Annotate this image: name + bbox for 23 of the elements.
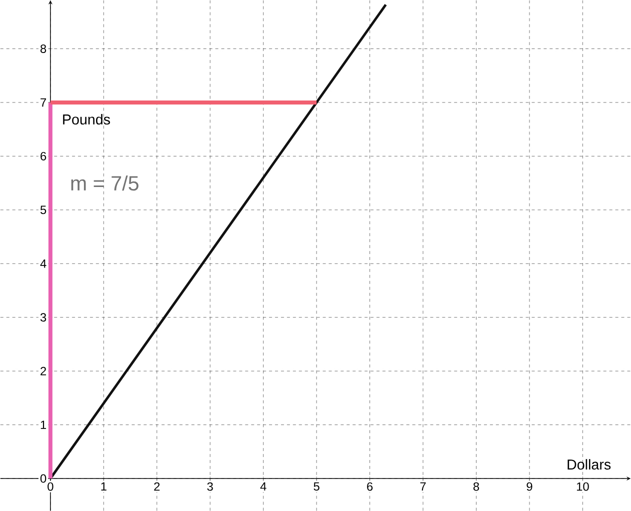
x-tick-label: 5 [314,482,320,491]
x-tick-label: 6 [367,482,373,491]
x-tick-label: 2 [154,482,160,491]
x-tick-label: 1 [101,482,106,490]
y-tick-label: 2 [40,366,46,376]
y-tick-label: 8 [40,44,46,53]
x-tick-label: 8 [473,482,480,491]
x-tick-label: 0 [48,482,54,491]
y-tick-label: 5 [40,206,46,214]
x-axis-title: Dollars [568,459,611,470]
y-axis-title: Pounds [63,114,110,124]
y-tick-label: 6 [40,152,46,160]
y-tick-label: 0 [40,474,46,483]
y-tick-label: 1 [40,420,46,429]
x-tick-label: 3 [207,482,213,491]
x-tick-label: 9 [526,482,532,491]
annotation: m = 7/5 [71,175,138,191]
x-tick-label: 7 [420,482,426,490]
y-tick-label: 4 [40,259,46,268]
x-tick-label: 10 [576,482,589,491]
x-tick-label: 4 [260,482,266,490]
y-tick-label: 3 [40,313,46,322]
y-tick-label: 7 [40,98,46,107]
